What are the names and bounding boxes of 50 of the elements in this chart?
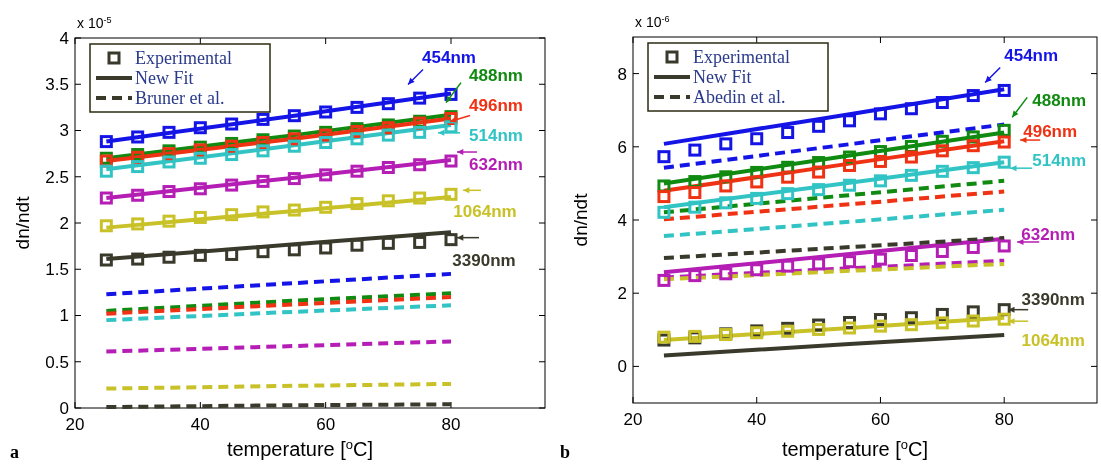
y-tick-label: 8	[617, 64, 627, 84]
annotation: 488nm	[1032, 91, 1087, 111]
x-tick-label: 40	[747, 410, 767, 429]
legend-label: New Fit	[135, 68, 194, 89]
y-tick-label: 0.5	[45, 352, 69, 372]
x-tick-label: 20	[65, 415, 85, 434]
annotation: 454nm	[422, 48, 476, 68]
y-tick-label: 2	[617, 284, 627, 304]
y-tick-label: 3	[59, 121, 69, 141]
y-tick-label: 6	[617, 137, 627, 157]
annotation: 3390nm	[1021, 289, 1085, 309]
annotation: 454nm	[1004, 46, 1059, 66]
y-tick-label: 2	[59, 213, 69, 233]
y-tick-label: 4	[59, 28, 69, 48]
y-axis-title: dn/ndt	[12, 195, 33, 250]
x-tick-label: 80	[441, 415, 461, 434]
annotation: 1064nm	[1021, 331, 1085, 351]
x-tick-label: 60	[316, 415, 336, 434]
annotation: 496nm	[469, 96, 523, 116]
legend-label: Abedin et al.	[693, 87, 786, 108]
annotation: 488nm	[469, 65, 523, 85]
y-tick-label: 4	[617, 210, 627, 230]
y-axis-title: dn/ndt	[570, 192, 591, 247]
annotation: 514nm	[1032, 151, 1087, 171]
y-tick-label: 1.5	[45, 260, 69, 280]
annotation: 496nm	[1023, 121, 1078, 141]
text: a	[10, 442, 19, 462]
y-tick-label: 0	[617, 357, 627, 377]
annotation: 632nm	[469, 154, 523, 174]
annotation: 1064nm	[453, 202, 517, 222]
annotation: 3390nm	[452, 250, 516, 270]
y-tick-label: 1	[59, 306, 69, 326]
x-tick-label: 80	[994, 410, 1014, 429]
x-axis-title: temperature [$^{o}$C]	[226, 436, 374, 460]
x-axis-title: temperature [$^{o}$C]	[781, 436, 929, 460]
legend-label: New Fit	[693, 67, 752, 88]
legend-label: Experimental	[135, 48, 232, 69]
legend-label: Experimental	[693, 47, 790, 68]
x-tick-label: 40	[190, 415, 210, 434]
text: b	[560, 442, 571, 462]
annotation: 514nm	[469, 125, 523, 145]
x-tick-label: 60	[871, 410, 890, 429]
legend-label: Bruner et al.	[135, 88, 225, 109]
y-tick-label: 2.5	[45, 167, 69, 187]
x-tick-label: 20	[623, 410, 643, 429]
y-tick-label: 0	[59, 398, 69, 418]
text: x 10$^{-6}$	[635, 14, 670, 30]
annotation: 632nm	[1021, 224, 1076, 244]
text: x 10$^{-5}$	[77, 15, 112, 31]
y-tick-label: 3.5	[45, 75, 69, 95]
